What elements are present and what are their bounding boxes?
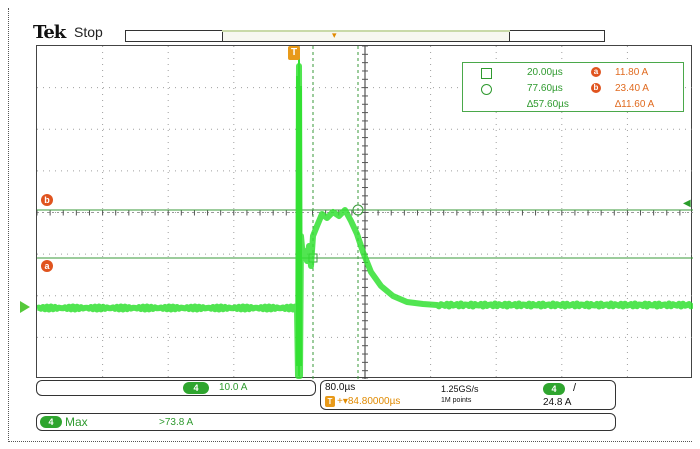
cursor1-time: 20.00µs bbox=[527, 67, 563, 78]
cursor1-square-icon bbox=[481, 68, 492, 79]
cursor-2-circle bbox=[352, 204, 364, 216]
waveform-trace bbox=[37, 63, 693, 379]
delta-time: ∆57.60µs bbox=[527, 99, 569, 110]
sample-rate: 1.25GS/s bbox=[441, 384, 479, 394]
measurement-channel-badge: 4 bbox=[40, 416, 62, 428]
measurement-value: >73.8 A bbox=[159, 417, 194, 428]
brand-logo: Tek bbox=[33, 22, 66, 43]
channel-badge: 4 bbox=[183, 382, 209, 394]
horizontal-trigger-box[interactable]: 80.0µs T +▾84.80000µs 1.25GS/s 1M points… bbox=[320, 380, 616, 410]
waveform-spike bbox=[296, 56, 302, 376]
cursor-a-marker[interactable]: a bbox=[41, 260, 53, 272]
channel-ground-marker[interactable] bbox=[20, 301, 30, 313]
cursor-a-icon: a bbox=[591, 67, 601, 77]
cursor-b-value: 23.40 A bbox=[615, 83, 649, 94]
waveform-canvas bbox=[37, 46, 693, 379]
record-view-window[interactable] bbox=[222, 30, 510, 42]
measurement-name: Max bbox=[65, 415, 88, 429]
cursor-readout: 20.00µs 77.60µs ∆57.60µs a b 11.80 A 23.… bbox=[462, 62, 684, 112]
delta-value: ∆11.60 A bbox=[615, 99, 655, 110]
cursor-a-value: 11.80 A bbox=[615, 67, 649, 78]
trigger-position-marker[interactable]: T bbox=[288, 46, 300, 60]
trigger-position-icon: T bbox=[325, 396, 335, 407]
channel-scale: 10.0 A bbox=[219, 382, 248, 393]
measurement-bar[interactable]: 4 Max >73.8 A bbox=[36, 413, 616, 431]
trigger-slope-icon: / bbox=[573, 382, 577, 394]
cursor-b-marker[interactable]: b bbox=[41, 194, 53, 206]
trigger-source-badge: 4 bbox=[543, 383, 565, 395]
channel-scale-box[interactable]: 4 10.0 A bbox=[36, 380, 316, 396]
cursor-b-icon: b bbox=[591, 83, 601, 93]
horizontal-scale: 80.0µs bbox=[325, 382, 356, 393]
record-trigger-marker: ▾ bbox=[332, 30, 337, 40]
screenshot-frame bbox=[8, 8, 692, 442]
cursor2-time: 77.60µs bbox=[527, 83, 563, 94]
cursor2-circle-icon bbox=[481, 84, 492, 95]
trigger-level: 24.8 A bbox=[543, 397, 572, 408]
trigger-level-arrow[interactable]: ◀ bbox=[683, 198, 691, 209]
horizontal-position: +▾84.80000µs bbox=[337, 396, 401, 407]
bottom-status-bar: 4 10.0 A 80.0µs T +▾84.80000µs 1.25GS/s … bbox=[36, 380, 616, 410]
acquisition-status[interactable]: Stop bbox=[74, 24, 103, 40]
record-length: 1M points bbox=[441, 397, 472, 404]
